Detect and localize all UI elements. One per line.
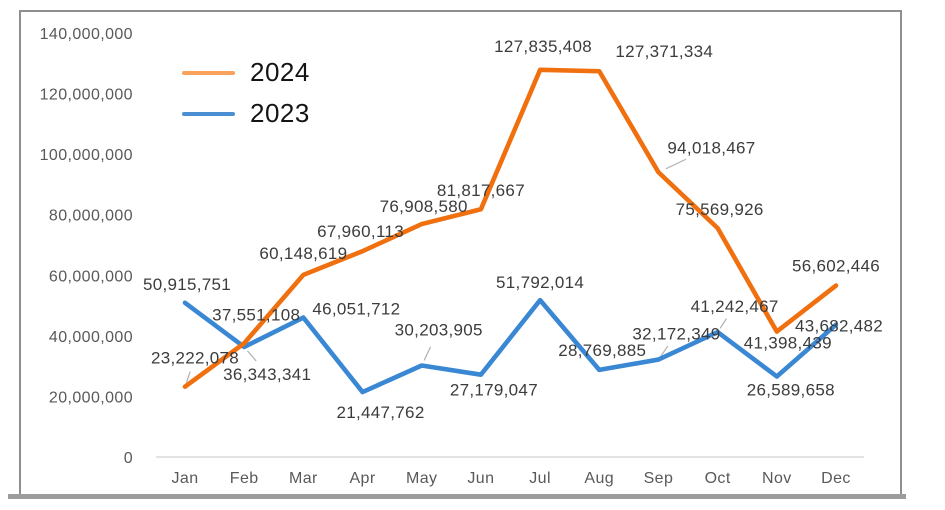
data-label-leader-line [246, 350, 257, 362]
data-label-2023: 32,172,349 [632, 325, 720, 344]
data-label-2023: 50,915,751 [143, 275, 231, 294]
y-axis-tick-label: 100,000,000 [40, 147, 133, 164]
bottom-divider [8, 494, 906, 499]
y-axis-tick-label: 60,000,000 [49, 268, 133, 285]
data-label-2023: 43,682,482 [795, 317, 883, 336]
legend-line-2024-icon [182, 70, 235, 75]
y-axis-tick-label: 40,000,000 [49, 329, 133, 346]
data-label-2023: 36,343,341 [223, 365, 311, 384]
data-label-2024: 81,817,667 [437, 181, 525, 200]
data-label-2024: 76,908,580 [380, 197, 468, 216]
x-axis-tick-label: Aug [584, 470, 614, 487]
y-axis-tick-label: 140,000,000 [40, 26, 133, 43]
data-label-leader-line [660, 345, 669, 357]
x-axis-tick-label: Nov [762, 470, 792, 487]
data-label-2024: 23,222,078 [151, 349, 239, 368]
data-label-2024: 75,569,926 [676, 200, 764, 219]
data-label-2023: 21,447,762 [336, 403, 424, 422]
data-label-2024: 127,371,334 [615, 42, 713, 61]
data-label-2024: 67,960,113 [317, 222, 404, 241]
data-label-leader-line [423, 346, 432, 361]
data-label-2023: 46,051,712 [312, 300, 400, 319]
legend-label-2024: 2024 [250, 57, 310, 87]
legend-item-2024: 2024 [182, 52, 310, 93]
data-label-2023: 26,589,658 [747, 380, 835, 399]
x-axis-tick-label: May [406, 470, 437, 487]
data-label-2023: 30,203,905 [395, 321, 483, 340]
x-axis-tick-label: Oct [705, 470, 731, 487]
data-label-2024: 41,398,439 [744, 334, 832, 353]
data-label-2023: 27,179,047 [450, 381, 538, 400]
x-axis-tick-label: Apr [349, 470, 375, 487]
series-line-2023 [182, 297, 839, 395]
data-label-leader-line [665, 158, 687, 170]
chart-frame [19, 10, 902, 498]
legend-line-2023-icon [182, 111, 235, 116]
data-label-2024: 127,835,408 [494, 37, 592, 56]
data-label-2024: 37,551,108 [212, 305, 300, 324]
y-axis-tick-label: 0 [124, 450, 133, 467]
data-label-leader-line [185, 371, 191, 383]
y-axis-tick-label: 120,000,000 [40, 87, 133, 104]
series-line-2024 [182, 67, 839, 389]
data-label-2023: 28,769,885 [558, 341, 646, 360]
x-axis-tick-label: Sep [644, 470, 674, 487]
data-label-2024: 56,602,446 [792, 257, 880, 276]
data-label-leader-line [719, 318, 727, 329]
data-label-2023: 41,242,467 [691, 297, 779, 316]
x-axis-tick-label: Jun [467, 470, 494, 487]
x-axis-tick-label: Jan [172, 470, 199, 487]
y-axis-tick-label: 20,000,000 [49, 389, 133, 406]
data-label-2024: 60,148,619 [259, 244, 347, 263]
x-axis-tick-label: Mar [289, 470, 318, 487]
y-axis-tick-label: 80,000,000 [49, 208, 133, 225]
chart-legend: 2024 2023 [182, 52, 310, 134]
data-label-2023: 51,792,014 [496, 273, 584, 292]
x-axis-tick-label: Dec [821, 470, 851, 487]
x-axis-tick-label: Feb [230, 470, 259, 487]
data-label-2024: 94,018,467 [667, 138, 755, 157]
legend-label-2023: 2023 [250, 98, 310, 128]
legend-item-2023: 2023 [182, 93, 310, 134]
x-axis-tick-label: Jul [529, 470, 551, 487]
